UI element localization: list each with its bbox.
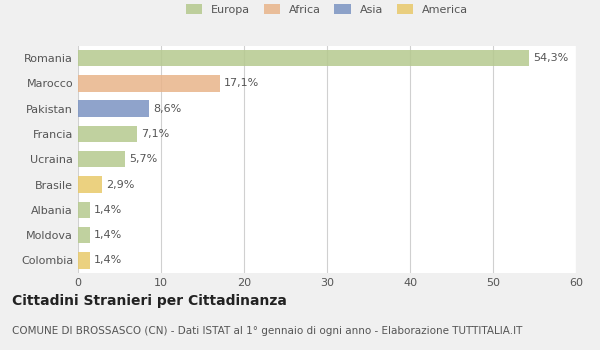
Text: COMUNE DI BROSSASCO (CN) - Dati ISTAT al 1° gennaio di ogni anno - Elaborazione : COMUNE DI BROSSASCO (CN) - Dati ISTAT al…	[12, 326, 523, 336]
Text: 1,4%: 1,4%	[94, 205, 122, 215]
Text: 54,3%: 54,3%	[533, 53, 568, 63]
Bar	[78, 202, 89, 218]
Bar	[78, 227, 89, 243]
Bar	[78, 50, 529, 66]
Bar	[78, 151, 125, 167]
Text: 1,4%: 1,4%	[94, 230, 122, 240]
Text: 1,4%: 1,4%	[94, 256, 122, 265]
Legend: Europa, Africa, Asia, America: Europa, Africa, Asia, America	[182, 1, 472, 19]
Bar	[78, 252, 89, 268]
Text: 8,6%: 8,6%	[154, 104, 182, 114]
Bar	[78, 126, 137, 142]
Bar	[78, 100, 149, 117]
Text: 7,1%: 7,1%	[141, 129, 169, 139]
Bar	[78, 75, 220, 92]
Bar	[78, 176, 102, 193]
Text: 2,9%: 2,9%	[106, 180, 134, 190]
Text: Cittadini Stranieri per Cittadinanza: Cittadini Stranieri per Cittadinanza	[12, 294, 287, 308]
Text: 17,1%: 17,1%	[224, 78, 259, 89]
Text: 5,7%: 5,7%	[130, 154, 158, 164]
